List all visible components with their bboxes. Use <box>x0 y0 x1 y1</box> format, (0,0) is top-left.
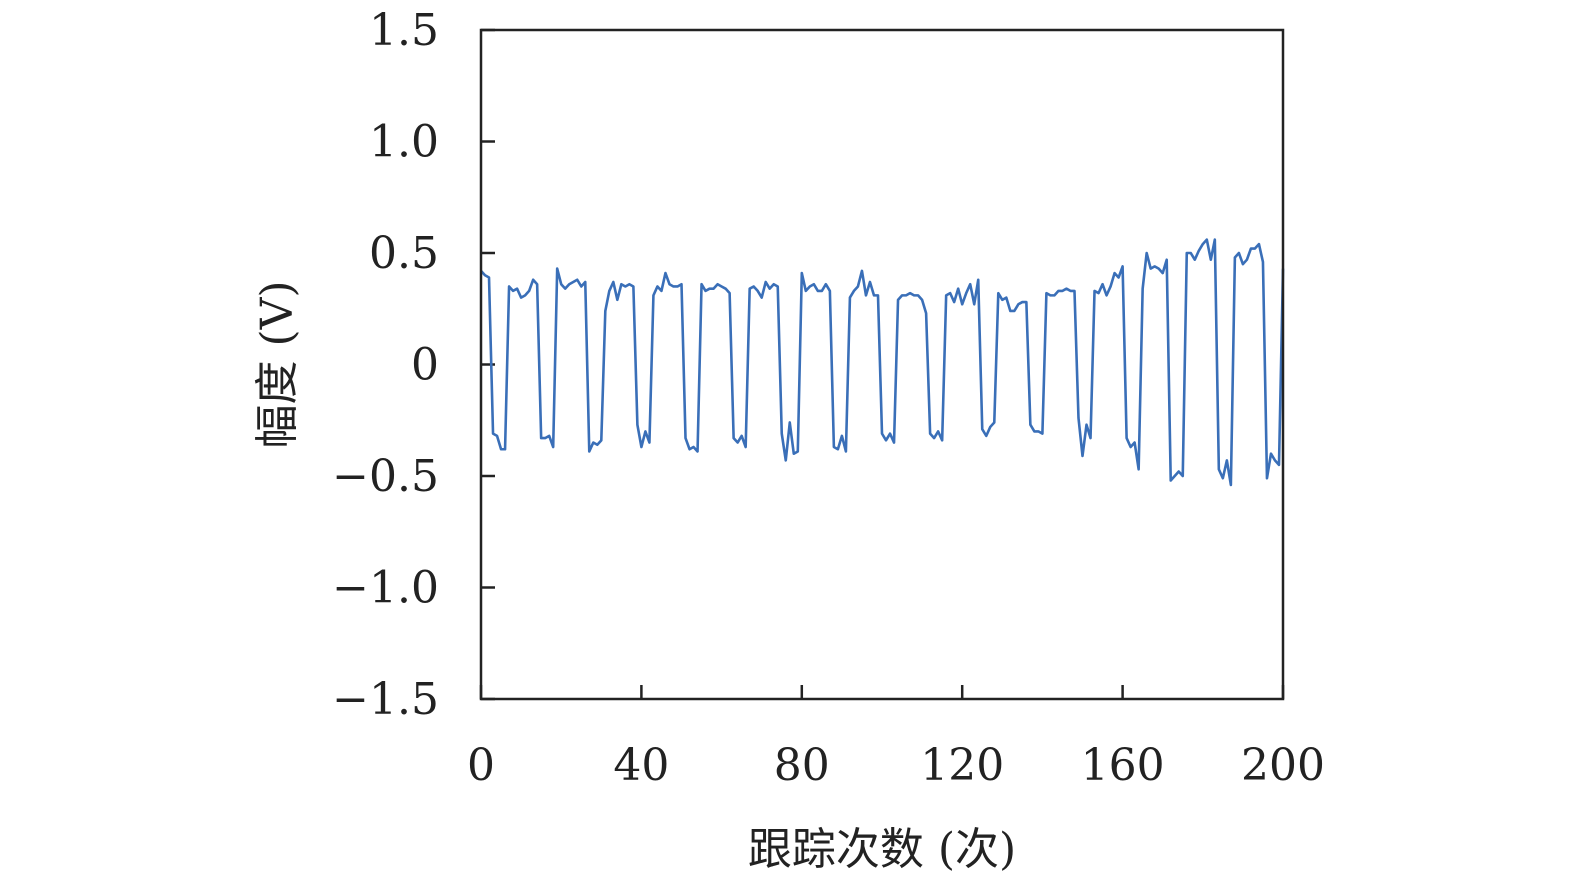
y-tick-label: −1.0 <box>332 563 439 614</box>
x-tick-label: 160 <box>1081 740 1165 791</box>
y-tick-label: −0.5 <box>332 451 439 502</box>
y-tick-label: 0.5 <box>369 228 439 279</box>
x-tick-label: 200 <box>1241 740 1325 791</box>
y-tick-label: 0 <box>411 340 439 391</box>
x-tick-label: 40 <box>613 740 669 791</box>
x-tick-label: 120 <box>920 740 1004 791</box>
y-axis-tick-labels: −1.5 −1.0 −0.5 0 0.5 1.0 1.5 <box>332 5 439 725</box>
y-tick-label: 1.0 <box>369 117 439 168</box>
y-tick-label: 1.5 <box>369 5 439 56</box>
plot-frame <box>479 28 1285 701</box>
series-line <box>480 238 1285 487</box>
x-tick-label: 0 <box>467 740 495 791</box>
x-tick-label: 80 <box>774 740 830 791</box>
x-axis-tick-labels: 0 40 80 120 160 200 <box>467 740 1325 791</box>
x-axis-ticks <box>479 685 1285 699</box>
y-tick-label: −1.5 <box>332 674 439 725</box>
x-axis-label: 跟踪次数 (次) <box>748 824 1016 875</box>
y-axis-ticks <box>481 28 495 701</box>
y-axis-label: 幅度 (V) <box>252 280 303 448</box>
